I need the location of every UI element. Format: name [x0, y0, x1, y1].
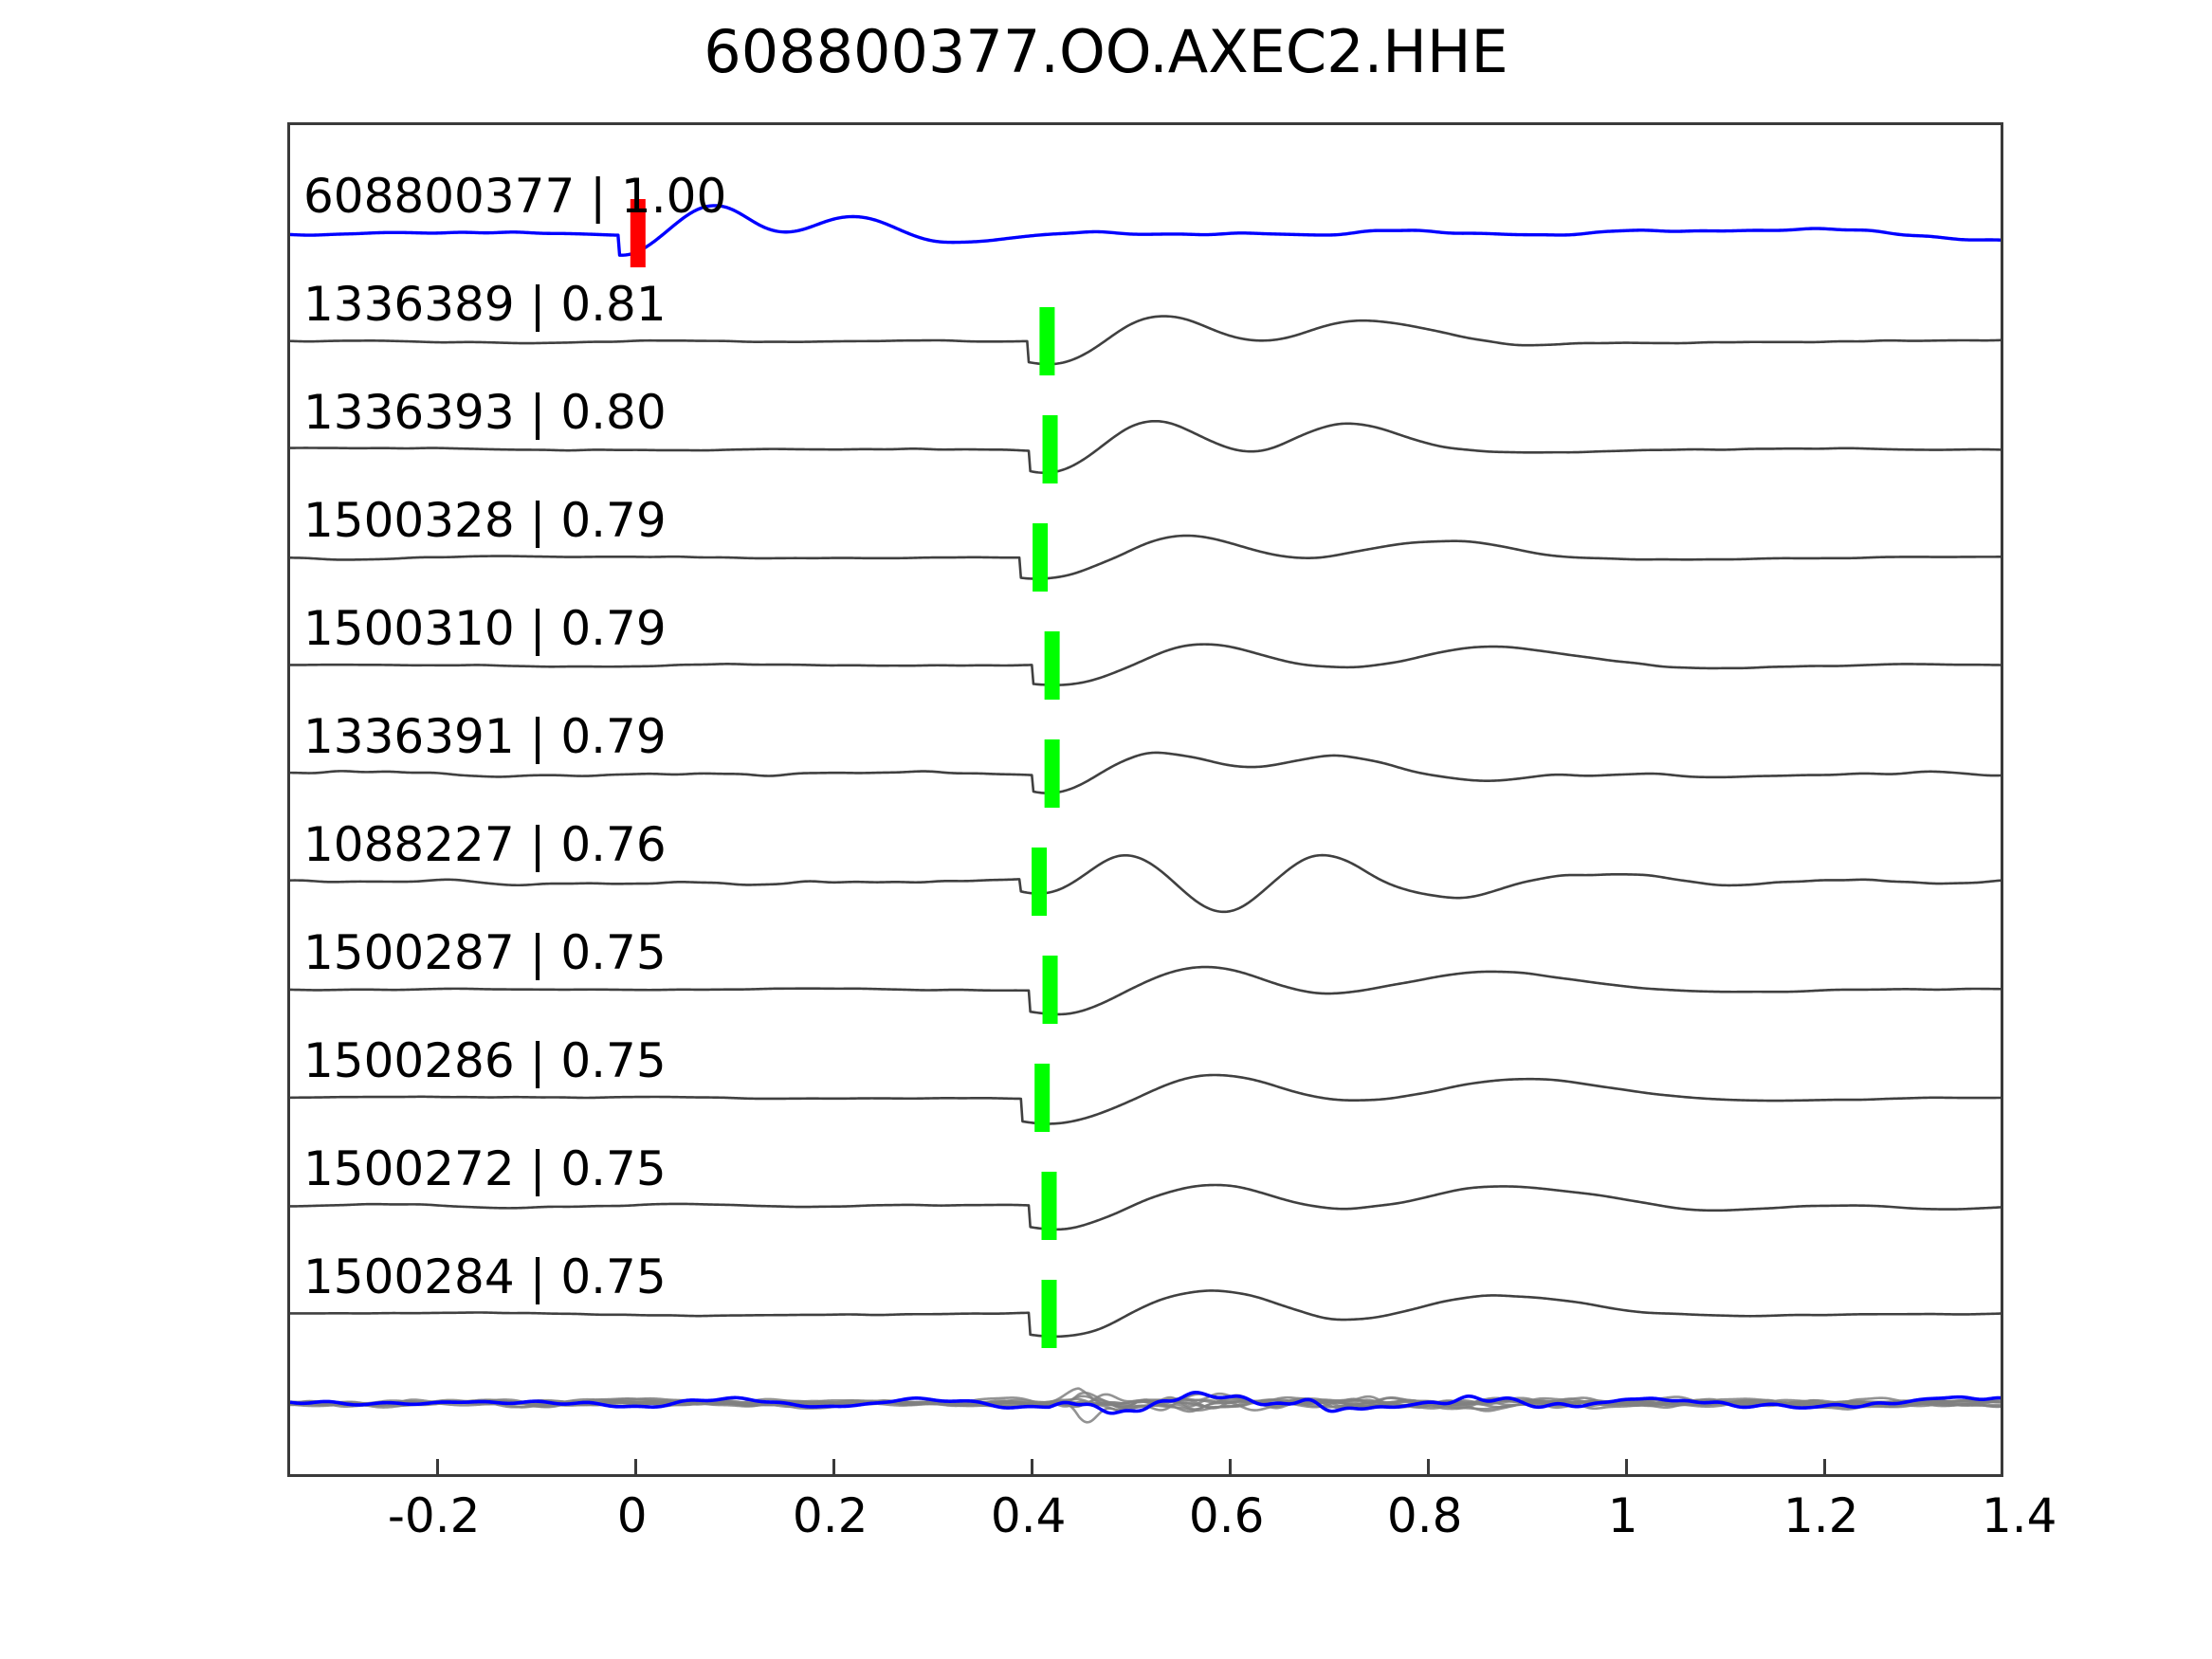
detection-pick-marker [1039, 307, 1055, 375]
x-tick-mark [1822, 1459, 1826, 1474]
detection-pick-marker [1044, 631, 1060, 700]
waveform-trace [290, 1289, 2001, 1339]
x-tick-label: -0.2 [387, 1488, 481, 1543]
waveform-trace [290, 534, 2001, 580]
x-tick-label: 0.6 [1188, 1488, 1265, 1543]
detection-pick-marker [1033, 523, 1049, 592]
waveform-trace [290, 965, 2001, 1016]
x-tick-mark [1426, 1459, 1430, 1474]
detection-pick-marker [1032, 848, 1048, 916]
x-tick-label: 0 [616, 1488, 648, 1543]
x-tick-label: 1.2 [1782, 1488, 1859, 1543]
plot-area: 608800377 | 1.00 1336389 | 0.81 1336393 | … [287, 122, 2003, 1477]
waveform-trace [290, 204, 2001, 257]
x-tick-label: 1.4 [1981, 1488, 2057, 1543]
page-title: 608800377.OO.AXEC2.HHE [704, 17, 1508, 86]
composite-overlay-group [290, 1387, 2001, 1424]
x-tick-mark [1624, 1459, 1628, 1474]
waveform-trace [290, 853, 2001, 914]
x-tick-mark [832, 1459, 835, 1474]
waveform-trace [290, 751, 2001, 794]
detection-pick-marker [1034, 1064, 1051, 1132]
detection-pick-marker [1042, 956, 1058, 1024]
waveform-trace [290, 419, 2001, 475]
waveform-trace [290, 1073, 2001, 1125]
x-tick-label: 0.2 [792, 1488, 868, 1543]
waveform-trace [290, 643, 2001, 686]
pick-marker-group [630, 199, 1060, 1348]
x-tick-mark [1228, 1459, 1232, 1474]
x-axis: -0.2 0 0.2 0.4 0.6 0.8 1 1.2 1.4 [287, 1488, 2057, 1555]
detection-pick-marker [1041, 1172, 1057, 1240]
waveform-trace [290, 1183, 2001, 1231]
x-tick-mark [633, 1459, 637, 1474]
x-tick-label: 0.4 [990, 1488, 1067, 1543]
waveform-canvas [290, 199, 2001, 1424]
x-tick-mark [1030, 1459, 1033, 1474]
template-pick-marker [630, 199, 646, 267]
x-tick-mark [435, 1459, 439, 1474]
x-tick-label: 0.8 [1386, 1488, 1463, 1543]
detection-pick-marker [1044, 739, 1060, 808]
detection-pick-marker [1042, 415, 1058, 483]
x-tick-label: 1 [1607, 1488, 1638, 1543]
waveform-trace [290, 315, 2001, 366]
composite-template-trace [290, 1391, 2001, 1415]
trace-group [290, 204, 2001, 1339]
detection-pick-marker [1041, 1280, 1057, 1348]
